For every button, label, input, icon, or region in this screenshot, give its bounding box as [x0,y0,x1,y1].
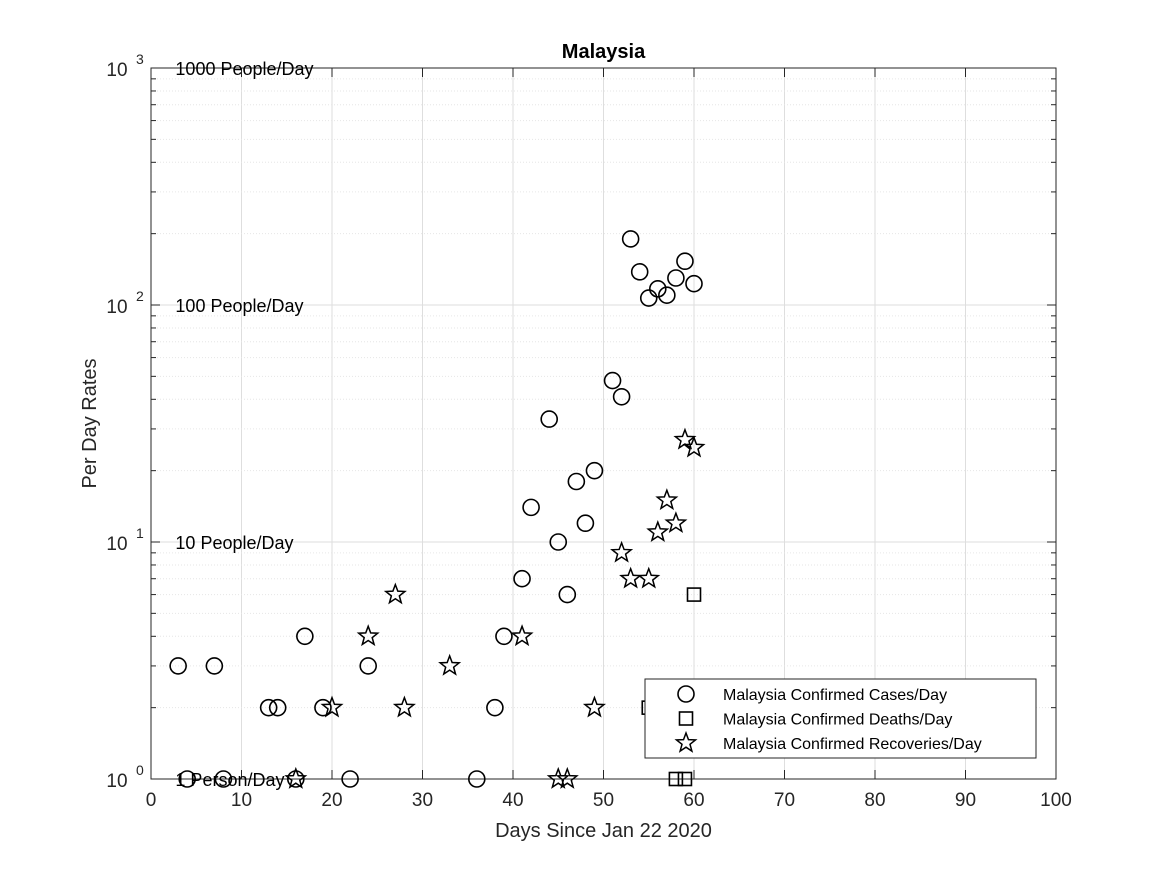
y-axis-label: Per Day Rates [79,358,101,488]
legend-marker-star [674,730,698,753]
deaths-point [686,587,702,602]
recoveries-point [510,624,534,647]
cases-point [513,569,531,588]
deaths-point [668,771,684,787]
recoveries-point [610,540,634,563]
cases-point [178,770,196,788]
cases-point [169,657,187,675]
recoveries-point [682,435,706,458]
y-tick-exponent: 0 [136,762,144,778]
recoveries-point [383,582,407,605]
recoveries-point [438,653,462,676]
cases-point [540,410,559,428]
cases-point [685,274,703,293]
x-tick-label: 50 [593,790,614,811]
cases-point [603,371,622,390]
cases-point [314,698,332,717]
x-tick-label: 80 [864,790,885,811]
cases-point [667,269,685,287]
legend-marker-square [678,711,694,726]
legend: Malaysia Confirmed Cases/Day Malaysia Con… [644,678,1037,759]
recoveries-point [664,511,688,534]
recoveries-point [320,695,344,718]
cases-point [296,627,314,646]
cases-point [268,698,287,717]
deaths-point [677,771,693,787]
x-axis-label: Days Since Jan 22 2020 [495,820,712,842]
cases-point [585,461,604,480]
recoveries-point [392,695,416,718]
rate-annotation: 1000 People/Day [175,59,313,79]
y-tick-label: 10 [106,534,127,555]
x-tick-label: 0 [146,790,157,811]
legend-marker-circle [677,685,695,703]
cases-point [467,770,486,788]
legend-item: Malaysia Confirmed Recoveries/Day [674,730,982,753]
y-tick-label: 10 [106,60,127,81]
legend-label: Malaysia Confirmed Deaths/Day [723,712,952,729]
rate-annotation: 10 People/Day [175,533,293,553]
recoveries-point [646,520,670,543]
recoveries-point [655,488,679,511]
recoveries-point [637,566,661,589]
x-tick-label: 90 [955,790,976,811]
series-circle [169,230,703,788]
y-tick-label: 10 [106,771,127,792]
cases-point [648,280,667,298]
data-marks [169,230,706,789]
x-tick-label: 60 [683,790,704,811]
rate-annotation: 1 Person/Day [175,770,284,790]
x-tick-label: 70 [774,790,795,811]
cases-point [259,698,278,717]
recoveries-point [619,566,643,589]
cases-point [486,698,504,717]
x-tick-label: 20 [321,790,342,811]
cases-point [549,533,568,551]
y-tick-exponent: 2 [136,288,144,304]
cases-point [630,263,649,281]
recoveries-point [284,766,308,789]
legend-item: Malaysia Confirmed Deaths/Day [678,711,952,729]
cases-point [359,657,378,675]
cases-point [495,627,513,646]
cases-point [214,770,233,788]
cases-point [612,387,631,406]
recoveries-point [555,766,579,789]
rate-annotation: 100 People/Day [175,296,303,316]
x-tick-label: 10 [231,790,252,811]
cases-point [341,770,359,788]
x-tick-label: 100 [1040,790,1072,811]
legend-label: Malaysia Confirmed Recoveries/Day [723,736,982,753]
cases-point [676,252,694,271]
annotations: 1000 People/Day 100 People/Day 10 People/D… [175,59,313,790]
cases-point [576,514,595,533]
grid [151,68,1056,779]
x-tick-label: 40 [502,790,523,811]
cases-point [639,289,658,307]
cases-point [558,585,577,604]
recoveries-point [582,695,606,718]
cases-point [205,657,224,675]
y-tick-exponent: 1 [136,525,144,541]
series-star [284,427,706,789]
x-tick-label: 30 [412,790,433,811]
chart-title: Malaysia [562,41,646,63]
y-tick-label: 10 [106,297,127,318]
legend-box [644,678,1037,759]
y-tick-exponent: 3 [136,51,144,67]
recoveries-point [356,624,380,647]
cases-point [522,498,540,517]
cases-point [621,230,640,248]
cases-point [658,286,676,304]
legend-item: Malaysia Confirmed Cases/Day [677,685,947,704]
cases-point [567,472,586,491]
legend-label: Malaysia Confirmed Cases/Day [723,687,947,704]
